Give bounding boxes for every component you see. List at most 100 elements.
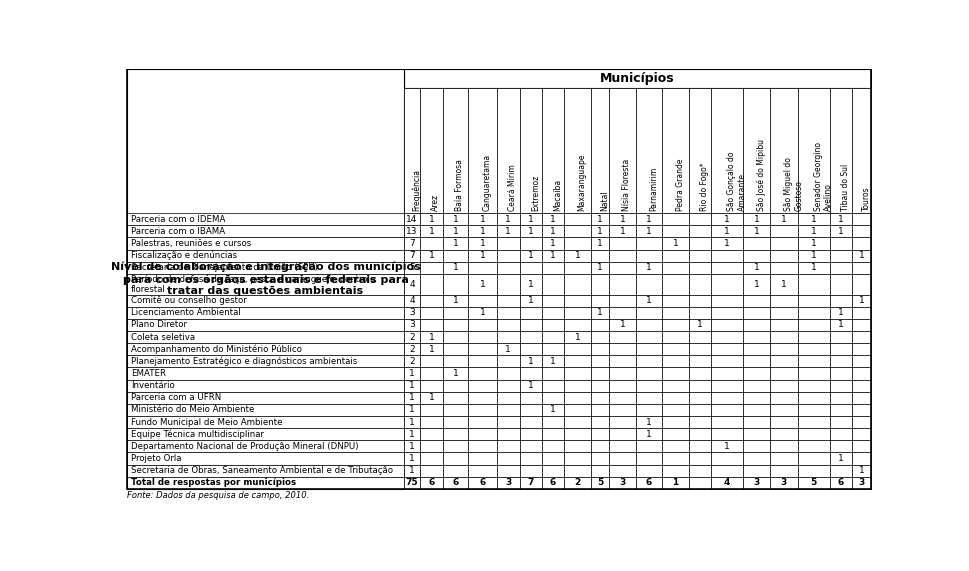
Bar <box>468 380 496 392</box>
Bar <box>852 226 871 238</box>
Text: 4: 4 <box>409 296 415 305</box>
Bar <box>636 295 662 307</box>
Bar <box>542 295 564 307</box>
Text: 1: 1 <box>409 430 415 439</box>
Bar <box>636 343 662 355</box>
Bar <box>404 355 421 367</box>
Bar <box>743 440 769 452</box>
Bar <box>636 380 662 392</box>
Bar <box>711 380 743 392</box>
Bar <box>421 452 443 465</box>
Bar <box>519 226 542 238</box>
Bar <box>797 416 829 428</box>
Bar <box>689 416 711 428</box>
Bar <box>711 331 743 343</box>
Bar <box>519 307 542 319</box>
Bar <box>591 367 610 380</box>
Bar <box>591 428 610 440</box>
Text: 1: 1 <box>480 280 485 289</box>
Bar <box>711 416 743 428</box>
Text: 1: 1 <box>811 239 817 248</box>
Bar <box>797 319 829 331</box>
Bar <box>743 274 769 295</box>
Bar <box>829 440 852 452</box>
Bar <box>591 452 610 465</box>
Text: 1: 1 <box>646 263 652 272</box>
Bar <box>564 477 591 489</box>
Bar <box>852 355 871 367</box>
Bar <box>468 404 496 416</box>
Bar <box>519 392 542 404</box>
Bar <box>689 331 711 343</box>
Bar <box>769 440 797 452</box>
Bar <box>591 380 610 392</box>
Bar <box>636 392 662 404</box>
Bar <box>404 343 421 355</box>
Bar <box>662 307 689 319</box>
Bar <box>127 238 404 250</box>
Bar <box>852 274 871 295</box>
Bar <box>662 226 689 238</box>
Bar <box>743 367 769 380</box>
Bar <box>443 274 468 295</box>
Text: Baía Formosa: Baía Formosa <box>455 159 464 211</box>
Bar <box>519 452 542 465</box>
Text: 7: 7 <box>409 251 415 260</box>
Text: 1: 1 <box>754 215 760 224</box>
Text: Tibau do Sul: Tibau do Sul <box>841 164 850 211</box>
Bar <box>443 319 468 331</box>
Bar <box>689 262 711 274</box>
Bar <box>443 416 468 428</box>
Bar <box>591 238 610 250</box>
Bar <box>852 250 871 262</box>
Text: 1: 1 <box>409 417 415 427</box>
Bar <box>542 355 564 367</box>
Bar <box>829 226 852 238</box>
Text: Secretaria de Obras, Saneamento Ambiental e de Tributação: Secretaria de Obras, Saneamento Ambienta… <box>131 466 392 475</box>
Text: 1: 1 <box>428 393 434 402</box>
Text: 1: 1 <box>597 239 603 248</box>
Text: 1: 1 <box>859 466 864 475</box>
Bar <box>829 250 852 262</box>
Bar <box>711 452 743 465</box>
Text: Parnamirim: Parnamirim <box>649 167 658 211</box>
Bar <box>829 428 852 440</box>
Bar <box>662 331 689 343</box>
Bar <box>519 440 542 452</box>
Text: 1: 1 <box>550 239 556 248</box>
Bar <box>591 355 610 367</box>
Bar <box>404 262 421 274</box>
Bar <box>421 343 443 355</box>
Bar <box>743 343 769 355</box>
Bar <box>689 226 711 238</box>
Bar <box>711 250 743 262</box>
Bar <box>564 428 591 440</box>
Bar <box>636 477 662 489</box>
Bar <box>496 250 519 262</box>
Bar <box>852 440 871 452</box>
Bar <box>711 428 743 440</box>
Bar <box>468 262 496 274</box>
Bar <box>421 274 443 295</box>
Bar <box>662 416 689 428</box>
Text: Fiscalização e denúncias: Fiscalização e denúncias <box>131 251 237 260</box>
Bar <box>468 343 496 355</box>
Bar <box>421 404 443 416</box>
Bar <box>711 307 743 319</box>
Text: 1: 1 <box>646 296 652 305</box>
Text: Touros: Touros <box>861 186 871 211</box>
Bar <box>662 465 689 477</box>
Text: 1: 1 <box>754 263 760 272</box>
Bar <box>127 213 404 226</box>
Bar <box>662 319 689 331</box>
Bar <box>404 416 421 428</box>
Bar <box>711 440 743 452</box>
Bar <box>443 238 468 250</box>
Bar <box>542 88 564 213</box>
Bar <box>689 367 711 380</box>
Text: 1: 1 <box>724 239 730 248</box>
Bar <box>769 307 797 319</box>
Bar <box>711 274 743 295</box>
Bar <box>421 367 443 380</box>
Text: 1: 1 <box>597 308 603 317</box>
